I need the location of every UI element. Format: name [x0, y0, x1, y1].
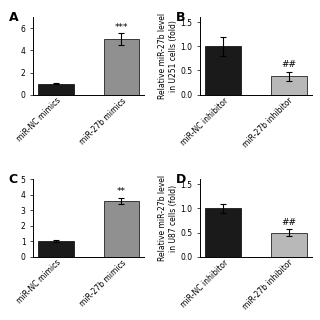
Y-axis label: Relative miR-27b level
in U251 cells (fold): Relative miR-27b level in U251 cells (fo… [158, 13, 178, 99]
Text: ***: *** [115, 23, 128, 32]
Text: A: A [9, 11, 18, 24]
Bar [205, 208, 241, 257]
Text: ##: ## [281, 60, 296, 69]
Bar [205, 46, 241, 95]
Bar [38, 84, 74, 95]
Bar [271, 76, 307, 95]
Bar [103, 39, 140, 95]
Bar [271, 233, 307, 257]
Text: **: ** [117, 188, 126, 196]
Bar [38, 241, 74, 257]
Y-axis label: Relative miR-27b level
in U87 cells (fold): Relative miR-27b level in U87 cells (fol… [158, 175, 178, 261]
Bar [103, 201, 140, 257]
Text: ##: ## [281, 218, 296, 227]
Text: C: C [9, 173, 18, 186]
Text: B: B [176, 11, 185, 24]
Text: D: D [176, 173, 186, 186]
